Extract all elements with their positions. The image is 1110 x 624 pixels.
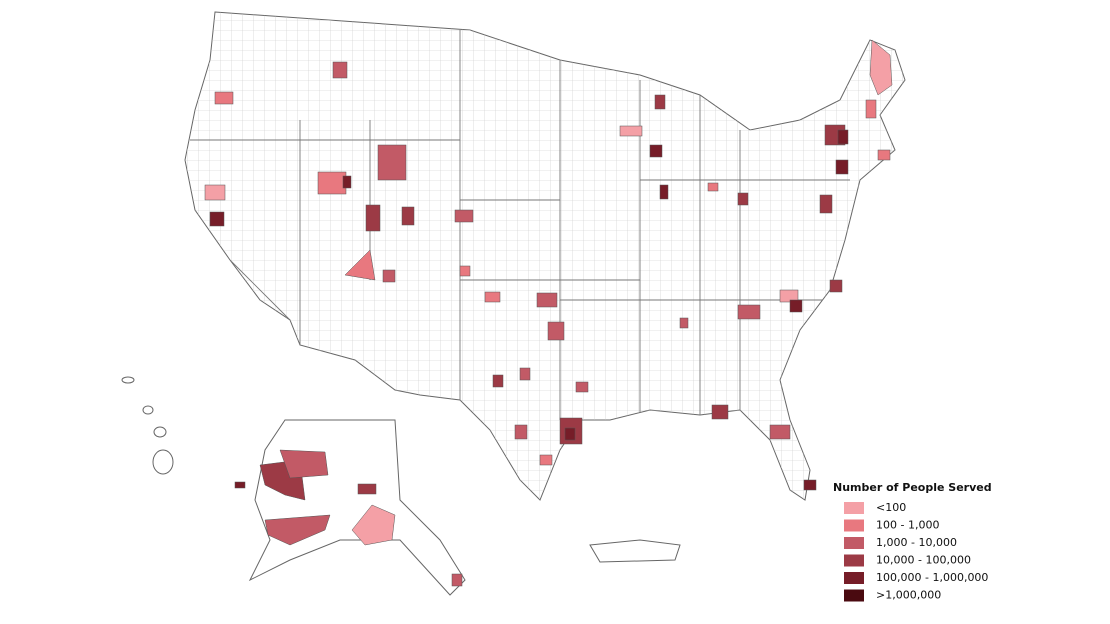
county xyxy=(459,265,471,277)
county xyxy=(619,125,643,137)
county xyxy=(865,99,877,119)
county xyxy=(514,424,528,440)
legend-title: Number of People Served xyxy=(833,481,992,494)
alaska-outline xyxy=(248,419,466,596)
island xyxy=(152,449,174,475)
county xyxy=(234,481,246,489)
served-counties xyxy=(204,39,893,587)
island xyxy=(121,376,135,384)
county xyxy=(214,91,234,105)
county xyxy=(837,129,849,145)
county xyxy=(711,404,729,420)
alaska xyxy=(248,419,466,596)
county xyxy=(484,291,501,303)
county xyxy=(649,144,663,158)
legend-label: 1,000 - 10,000 xyxy=(876,536,957,549)
legend-swatch xyxy=(844,502,864,514)
island xyxy=(153,426,167,438)
county xyxy=(877,149,891,161)
island xyxy=(142,405,154,415)
county xyxy=(659,184,669,200)
county xyxy=(317,171,347,195)
county xyxy=(344,249,376,281)
county xyxy=(869,39,893,96)
county xyxy=(351,504,396,546)
county xyxy=(547,321,565,341)
county xyxy=(264,514,331,546)
county xyxy=(204,184,226,201)
county xyxy=(564,427,576,441)
county xyxy=(357,483,377,495)
county xyxy=(737,192,749,206)
county xyxy=(536,292,558,308)
county xyxy=(492,374,504,388)
county xyxy=(737,304,761,320)
county xyxy=(279,449,329,479)
legend-swatch xyxy=(844,572,864,584)
county xyxy=(454,209,474,223)
county xyxy=(803,479,817,491)
legend-label: >1,000,000 xyxy=(876,589,941,602)
county xyxy=(451,573,463,587)
county xyxy=(779,289,799,303)
county xyxy=(654,94,666,110)
county xyxy=(209,211,225,227)
legend-label: 100,000 - 1,000,000 xyxy=(876,571,988,584)
county xyxy=(575,381,589,393)
legend-label: 100 - 1,000 xyxy=(876,519,939,532)
legend-swatch xyxy=(844,537,864,549)
county xyxy=(377,144,407,181)
legend-label: <100 xyxy=(876,501,906,514)
legend-swatch xyxy=(844,554,864,567)
county xyxy=(819,194,833,214)
legend-swatch xyxy=(844,519,864,532)
county xyxy=(401,206,415,226)
county xyxy=(382,269,396,283)
county xyxy=(835,159,849,175)
county xyxy=(332,61,348,79)
county xyxy=(789,299,803,313)
legend-swatch xyxy=(844,589,864,602)
legend-label: 10,000 - 100,000 xyxy=(876,554,971,567)
county xyxy=(769,424,791,440)
legend: Number of People Served <100 100 - 1,000 1… xyxy=(833,481,992,602)
county xyxy=(365,204,381,232)
county xyxy=(829,279,843,293)
hawaii xyxy=(121,376,174,475)
county xyxy=(342,175,352,189)
county xyxy=(519,367,531,381)
county xyxy=(707,182,719,192)
county xyxy=(539,454,553,466)
county xyxy=(679,317,689,329)
puerto-rico xyxy=(589,539,681,563)
